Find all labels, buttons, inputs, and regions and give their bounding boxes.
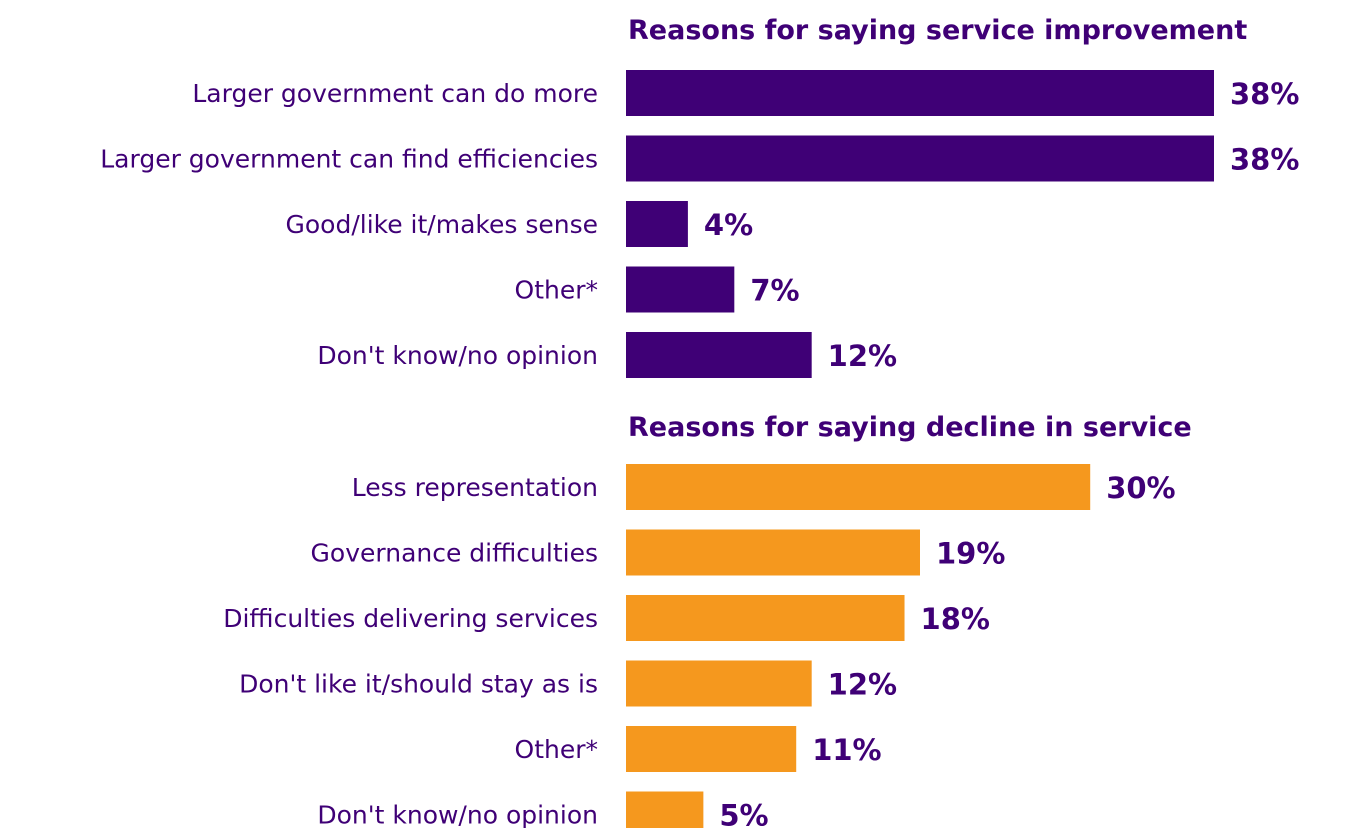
category-label: Other*: [515, 735, 598, 764]
category-label: Less representation: [352, 473, 598, 502]
bar: [626, 70, 1214, 116]
value-label: 38%: [1230, 143, 1299, 177]
value-label: 19%: [936, 537, 1005, 571]
category-label: Larger government can find efficiencies: [100, 145, 598, 174]
value-label: 12%: [828, 339, 897, 373]
value-label: 12%: [828, 668, 897, 702]
bar: [626, 595, 905, 641]
bar: [626, 464, 1091, 510]
value-label: 30%: [1106, 471, 1175, 505]
decline-section: Reasons for saying decline in service Les…: [223, 412, 1192, 832]
bar: [626, 332, 812, 378]
value-label: 38%: [1230, 77, 1299, 111]
category-label: Don't know/no opinion: [317, 801, 598, 829]
improvement-section: Reasons for saying service improvement La…: [100, 15, 1299, 378]
bar: [626, 266, 735, 313]
value-label: 5%: [719, 799, 768, 829]
value-label: 11%: [812, 733, 881, 767]
category-label: Governance difficulties: [311, 539, 598, 568]
category-label: Good/like it/makes sense: [286, 210, 599, 239]
bar: [626, 726, 797, 772]
bar: [626, 791, 704, 832]
bar: [626, 529, 920, 576]
category-label: Larger government can do more: [192, 79, 598, 108]
category-label: Other*: [515, 276, 598, 305]
value-label: 4%: [704, 208, 753, 242]
section-title: Reasons for saying decline in service: [628, 412, 1192, 443]
bar: [626, 660, 812, 707]
value-label: 7%: [750, 274, 799, 308]
bar: [626, 201, 688, 247]
section-title: Reasons for saying service improvement: [628, 15, 1247, 46]
category-label: Don't like it/should stay as is: [239, 670, 598, 699]
category-label: Don't know/no opinion: [317, 341, 598, 370]
bar: [626, 135, 1214, 182]
category-label: Difficulties delivering services: [223, 604, 598, 633]
value-label: 18%: [921, 602, 990, 636]
